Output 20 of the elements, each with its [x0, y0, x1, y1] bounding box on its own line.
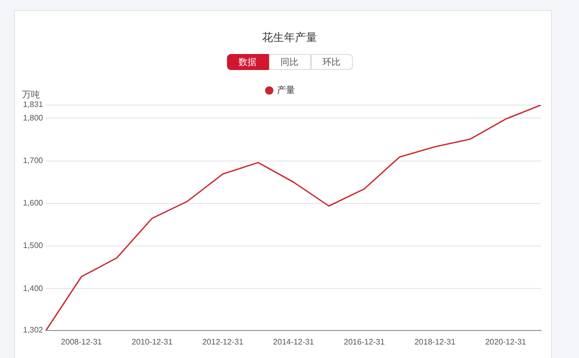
y-tick-label: 1,700 [22, 156, 44, 166]
y-tick-label: 1,800 [22, 113, 44, 122]
legend-label: 产量 [276, 84, 295, 95]
text: 同比 [268, 54, 310, 70]
text: 环比 [310, 54, 352, 70]
x-tick-label: 2008-12-31 [60, 337, 102, 346]
x-tick-label: 2018-12-31 [414, 337, 456, 346]
y-tick-label: 1,831 [22, 100, 44, 110]
x-tick-label: 2016-12-31 [344, 337, 386, 346]
y-tick-label: 1,600 [22, 198, 44, 208]
y-tick-label: 1,500 [22, 241, 44, 250]
chart-title: 花生年产量 [261, 30, 318, 45]
x-tick-label: 2010-12-31 [132, 337, 174, 346]
y-tick-label: 1,400 [22, 284, 44, 293]
y-axis-title: 万吨 [22, 89, 40, 100]
x-tick-label: 2020-12-31 [485, 337, 527, 346]
x-tick-label: 2012-12-31 [202, 337, 244, 346]
x-tick-label: 2014-12-31 [273, 337, 315, 346]
text: 数据 [226, 54, 268, 70]
y-tick-label: 1,302 [22, 326, 44, 335]
